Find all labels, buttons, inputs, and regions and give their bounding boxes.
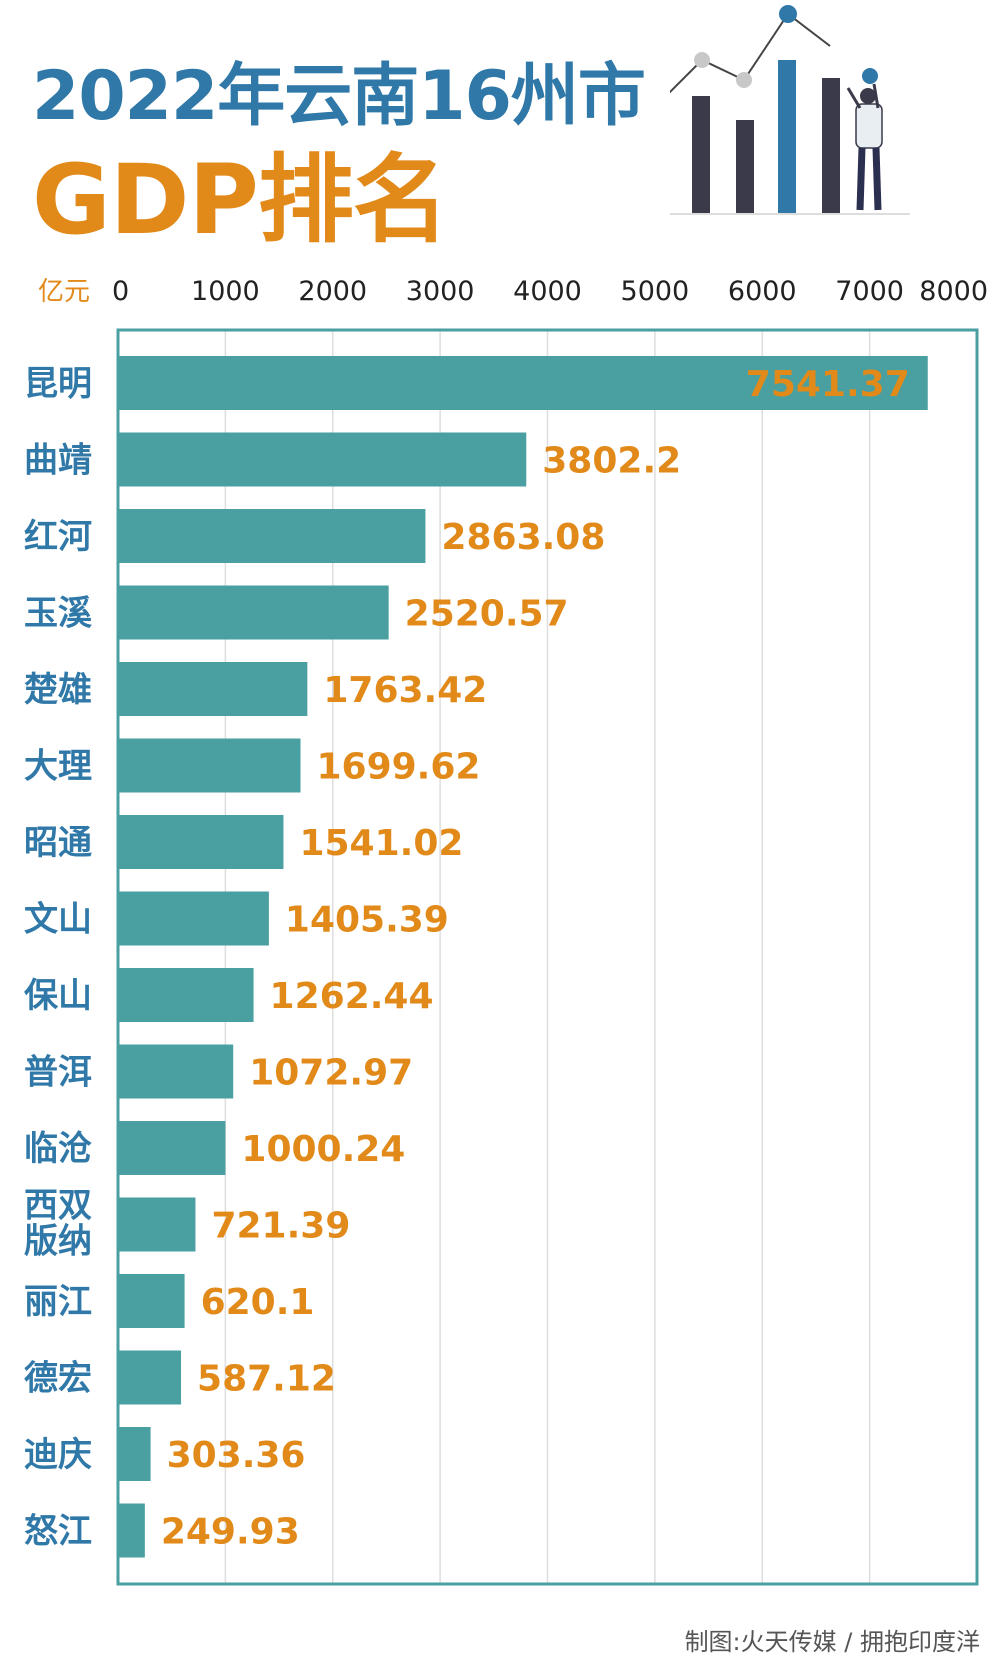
bar	[118, 815, 284, 869]
category-label: 红河	[24, 517, 92, 557]
category-label: 丽江	[24, 1282, 92, 1322]
bars	[118, 356, 928, 1558]
category-label: 迪庆	[24, 1435, 92, 1475]
value-label: 3802.2	[542, 441, 681, 482]
category-label: 昆明	[24, 364, 92, 404]
category-label: 文山	[24, 900, 92, 940]
bar-chart-with-person-icon	[670, 5, 910, 215]
value-label: 1541.02	[299, 823, 463, 864]
bar	[118, 1427, 151, 1481]
x-tick-label: 8000	[919, 276, 988, 307]
category-label: 怒江	[24, 1512, 92, 1552]
x-tick-label: 6000	[728, 276, 797, 307]
bar	[118, 1121, 226, 1175]
value-label: 303.36	[167, 1435, 306, 1476]
labels: 亿元 0 1000 2000 3000 4000 5000 6000 7000 8000 昆明 754…	[24, 276, 988, 1553]
category-label: 曲靖	[24, 441, 92, 481]
x-tick-label: 5000	[621, 276, 690, 307]
bar	[118, 1044, 234, 1099]
value-label: 587.12	[197, 1359, 336, 1400]
value-label: 2520.57	[405, 594, 569, 635]
bar	[118, 1350, 182, 1405]
bar	[118, 356, 928, 410]
value-label: 7541.37	[746, 364, 910, 405]
credit-text: 制图:火天传媒 / 拥抱印度洋	[684, 1628, 980, 1656]
bar	[118, 891, 269, 946]
value-label: 1262.44	[270, 976, 434, 1017]
category-label: 昭通	[24, 823, 92, 863]
bar	[118, 662, 308, 716]
category-label: 临沧	[24, 1129, 92, 1169]
value-label: 1405.39	[285, 900, 449, 941]
category-label: 大理	[24, 747, 92, 787]
category-label: 普洱	[24, 1053, 92, 1093]
value-label: 1000.24	[241, 1129, 405, 1170]
category-label: 西双版纳	[24, 1186, 92, 1262]
value-label: 620.1	[201, 1282, 315, 1323]
x-tick-label: 2000	[298, 276, 367, 307]
gdp-bar-chart: 亿元 0 1000 2000 3000 4000 5000 6000 7000 8000 昆明 754…	[24, 276, 988, 1586]
x-tick-label: 7000	[835, 276, 904, 307]
x-axis-unit-label: 亿元	[38, 277, 90, 307]
value-label: 2863.08	[441, 517, 605, 558]
category-label: 楚雄	[24, 670, 92, 710]
bar	[118, 509, 426, 563]
bar	[118, 1274, 185, 1328]
bar	[118, 738, 301, 793]
value-label: 1072.97	[249, 1053, 413, 1094]
bar	[118, 1503, 145, 1558]
bar	[118, 432, 527, 487]
x-tick-label: 1000	[191, 276, 260, 307]
plot-frame	[116, 328, 979, 1586]
value-label: 249.93	[161, 1512, 300, 1553]
category-label: 玉溪	[24, 594, 93, 634]
title-line-2: GDP排名	[32, 144, 449, 256]
bar	[118, 968, 254, 1022]
bar	[118, 585, 389, 640]
category-label: 德宏	[24, 1359, 92, 1399]
value-label: 1699.62	[316, 747, 480, 788]
x-tick-label: 3000	[406, 276, 475, 307]
category-label: 保山	[24, 976, 92, 1016]
bar	[118, 1197, 196, 1252]
title-line-1: 2022年云南16州市	[32, 57, 646, 136]
x-tick-label: 0	[112, 276, 129, 307]
value-label: 1763.42	[323, 670, 487, 711]
value-label: 721.39	[211, 1206, 350, 1247]
x-tick-label: 4000	[513, 276, 582, 307]
